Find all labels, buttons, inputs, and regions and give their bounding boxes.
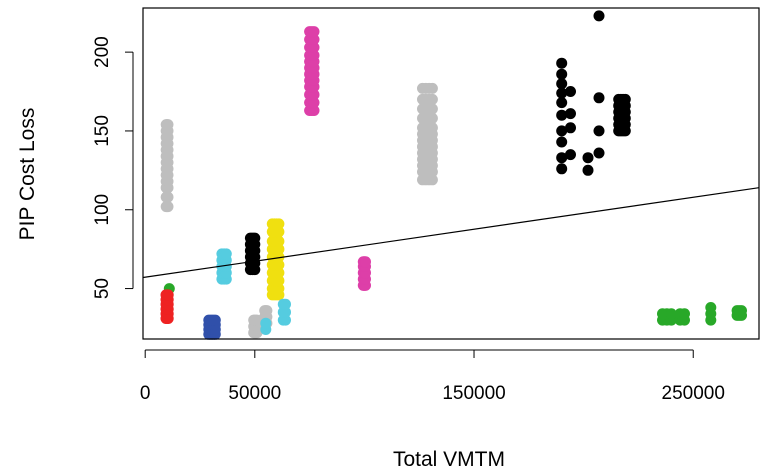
data-point	[565, 149, 576, 161]
data-point	[556, 125, 568, 137]
data-point	[273, 235, 285, 247]
data-point	[556, 78, 568, 90]
data-point	[593, 92, 605, 104]
data-point	[261, 305, 273, 317]
data-point	[593, 10, 605, 22]
data-points	[160, 10, 747, 340]
data-point	[556, 152, 568, 164]
data-point	[582, 164, 594, 176]
data-point	[426, 112, 438, 124]
y-tick-label: 200	[92, 36, 113, 68]
y-axis-label: PIP Cost Loss	[16, 108, 39, 241]
data-point	[426, 82, 438, 94]
data-point	[593, 125, 605, 137]
data-point	[220, 248, 232, 260]
data-point	[679, 308, 690, 320]
y-tick-label: 150	[92, 115, 113, 147]
x-tick-label: 50000	[228, 383, 281, 404]
data-point	[736, 305, 747, 317]
regression-line-layer	[142, 187, 760, 279]
data-point	[280, 298, 291, 310]
data-point	[619, 93, 631, 105]
x-tick-label: 0	[140, 383, 151, 404]
data-point	[556, 97, 568, 109]
x-axis: 0 50000 150000 250000	[140, 349, 725, 404]
regression-line	[142, 187, 760, 279]
data-point	[249, 232, 261, 244]
data-point	[565, 86, 576, 97]
data-point	[556, 109, 568, 121]
data-point	[426, 93, 438, 105]
y-tick-label: 100	[92, 194, 113, 226]
data-point	[565, 108, 576, 120]
data-point	[556, 163, 568, 175]
y-axis: 50 100 150 200	[92, 36, 134, 299]
data-point	[162, 119, 174, 131]
data-point	[162, 289, 174, 301]
data-point	[360, 256, 371, 268]
x-tick-label: 150000	[442, 383, 505, 404]
data-point	[426, 103, 438, 115]
data-point	[162, 201, 174, 213]
data-point	[273, 218, 285, 230]
x-axis-label: Total VMTM	[393, 448, 505, 471]
data-point	[665, 308, 677, 320]
data-point	[705, 302, 717, 313]
data-point	[556, 136, 568, 148]
data-point	[162, 191, 174, 203]
x-tick-label: 250000	[662, 383, 725, 404]
data-point	[308, 26, 320, 38]
data-point	[593, 147, 605, 159]
data-point	[556, 57, 568, 69]
data-point	[260, 317, 272, 329]
data-point	[565, 122, 576, 134]
data-point	[556, 68, 568, 80]
data-point	[582, 152, 594, 164]
data-point	[426, 122, 438, 134]
plot-frame	[142, 7, 760, 340]
data-point	[209, 314, 221, 326]
data-point	[556, 87, 568, 99]
y-tick-label: 50	[92, 278, 113, 299]
